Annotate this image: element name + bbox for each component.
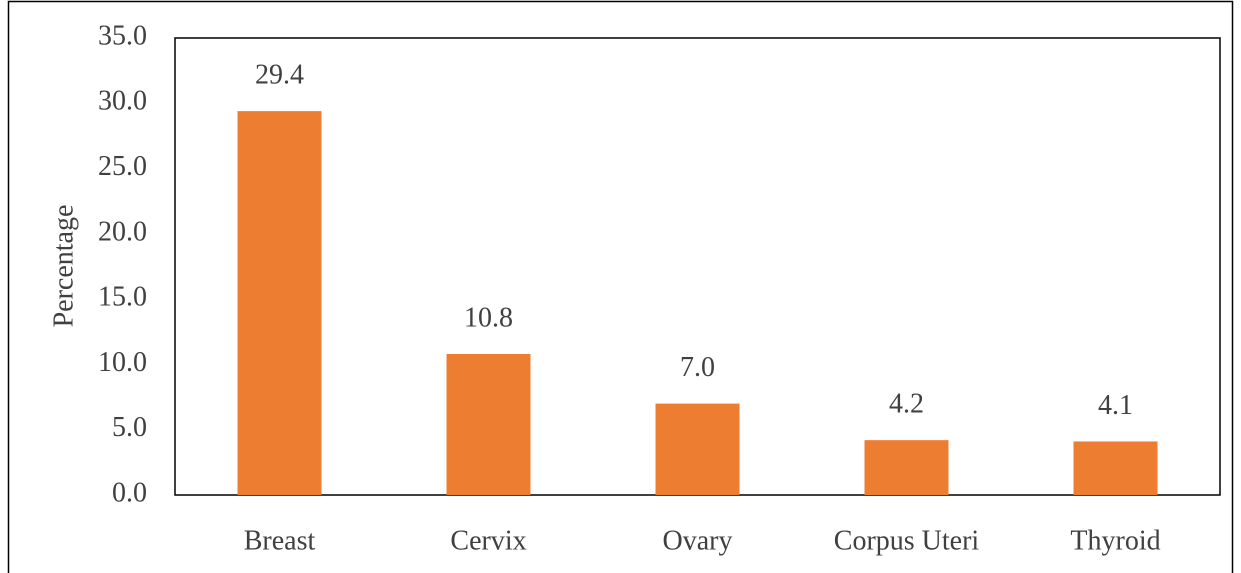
y-tick-label: 35.0: [98, 20, 147, 51]
x-tick-label: Breast: [244, 525, 316, 556]
data-label: 4.2: [889, 389, 924, 420]
bar: [446, 353, 531, 495]
y-axis-label: Percentage: [48, 205, 79, 328]
y-tick-label: 20.0: [98, 216, 147, 247]
x-tick-label: Thyroid: [1070, 525, 1160, 556]
data-label: 4.1: [1098, 390, 1133, 421]
data-label: 10.8: [464, 302, 513, 333]
y-tick-label: 5.0: [112, 412, 147, 443]
x-tick-label: Ovary: [663, 525, 733, 556]
x-tick-label: Cervix: [450, 525, 526, 556]
outer-frame: [7, 0, 1234, 573]
y-tick-label: 0.0: [112, 477, 147, 508]
y-tick-label: 15.0: [98, 282, 147, 313]
bar: [237, 111, 322, 496]
bar: [655, 403, 740, 495]
y-tick-label: 10.0: [98, 347, 147, 378]
x-tick-label: Corpus Uteri: [834, 525, 980, 556]
data-label: 7.0: [680, 352, 715, 383]
bar: [864, 440, 949, 495]
data-label: 29.4: [255, 60, 304, 91]
y-tick-label: 30.0: [98, 86, 147, 117]
y-tick-label: 25.0: [98, 151, 147, 182]
bar: [1073, 441, 1158, 495]
